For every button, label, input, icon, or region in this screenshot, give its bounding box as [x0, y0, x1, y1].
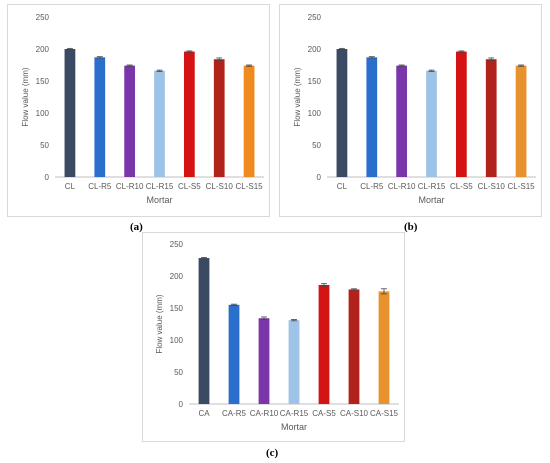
bar: [94, 57, 106, 177]
y-tick-label: 0: [179, 400, 184, 409]
x-tick-label: CA-R10: [250, 409, 279, 418]
x-axis-title: Mortar: [418, 195, 444, 205]
x-tick-label: CA-S10: [340, 409, 369, 418]
x-tick-label: CL: [337, 182, 348, 191]
y-tick-label: 50: [174, 368, 183, 377]
y-axis-title: Flow value (mm): [293, 67, 302, 126]
chart-panel-a: 0 50 100 150 200 250 Flow value (mm) CL CL-R5 CL-…: [7, 4, 270, 217]
bar: [455, 51, 467, 178]
chart-a-svg: 0 50 100 150 200 250 Flow value (mm) CL CL-R5 CL-…: [21, 13, 264, 205]
bar: [198, 258, 210, 404]
bar: [348, 289, 360, 404]
x-tick-label: CA-S5: [312, 409, 336, 418]
x-tick-label: CL-S10: [206, 182, 234, 191]
x-tick-label: CA: [198, 409, 210, 418]
panel-label-a: (a): [130, 221, 143, 233]
panel-label-b: (b): [404, 221, 418, 233]
x-tick-label: CA-R15: [280, 409, 309, 418]
bar: [213, 59, 225, 177]
chart-panel-b: 0 50 100 150 200 250 Flow value (mm) CL CL-R5 CL-…: [279, 4, 542, 217]
bar: [366, 57, 378, 177]
y-tick-label: 0: [45, 173, 50, 182]
bar: [515, 65, 527, 177]
bar: [318, 284, 330, 404]
panel-label-c: (c): [266, 447, 279, 459]
x-axis-title: Mortar: [281, 422, 307, 432]
y-axis-title: Flow value (mm): [21, 67, 30, 126]
x-tick-label: CA-S15: [370, 409, 399, 418]
x-tick-label: CL-R5: [360, 182, 384, 191]
y-tick-label: 100: [36, 109, 50, 118]
x-tick-label: CL: [65, 182, 76, 191]
bar: [396, 65, 408, 177]
x-tick-label: CL-S5: [178, 182, 201, 191]
y-tick-label: 200: [36, 45, 50, 54]
bar: [288, 320, 300, 404]
y-tick-label: 150: [308, 77, 322, 86]
bar: [258, 318, 270, 404]
y-tick-label: 100: [170, 336, 184, 345]
y-tick-label: 150: [36, 77, 50, 86]
x-tick-label: CL-S15: [236, 182, 264, 191]
x-tick-label: CL-R10: [388, 182, 416, 191]
chart-b-svg: 0 50 100 150 200 250 Flow value (mm) CL CL-R5 CL-…: [293, 13, 536, 205]
bar: [485, 59, 497, 177]
x-tick-label: CL-S15: [508, 182, 536, 191]
chart-panel-c: 0 50 100 150 200 250 Flow value (mm) CA CA-R5 CA-…: [142, 232, 405, 442]
x-tick-label: CL-R5: [88, 182, 112, 191]
bar: [124, 65, 136, 177]
x-tick-label: CL-R15: [418, 182, 446, 191]
x-axis-title: Mortar: [146, 195, 172, 205]
y-tick-label: 100: [308, 109, 322, 118]
bar: [183, 51, 195, 178]
bar: [426, 70, 437, 177]
x-tick-label: CL-S10: [478, 182, 506, 191]
y-tick-label: 250: [308, 13, 322, 22]
y-tick-label: 50: [312, 141, 321, 150]
y-tick-label: 200: [308, 45, 322, 54]
bar: [64, 49, 76, 177]
y-tick-label: 200: [170, 272, 184, 281]
y-tick-label: 0: [317, 173, 322, 182]
y-tick-label: 50: [40, 141, 49, 150]
x-tick-label: CL-R10: [116, 182, 144, 191]
y-axis-title: Flow value (mm): [155, 294, 164, 353]
x-tick-label: CL-S5: [450, 182, 473, 191]
bar: [154, 70, 165, 177]
y-tick-label: 250: [36, 13, 50, 22]
bar: [336, 49, 348, 177]
x-tick-label: CA-R5: [222, 409, 247, 418]
y-tick-label: 150: [170, 304, 184, 313]
bar: [378, 291, 390, 404]
bar: [228, 304, 240, 404]
x-tick-label: CL-R15: [146, 182, 174, 191]
bar: [243, 65, 255, 177]
y-tick-label: 250: [170, 240, 184, 249]
